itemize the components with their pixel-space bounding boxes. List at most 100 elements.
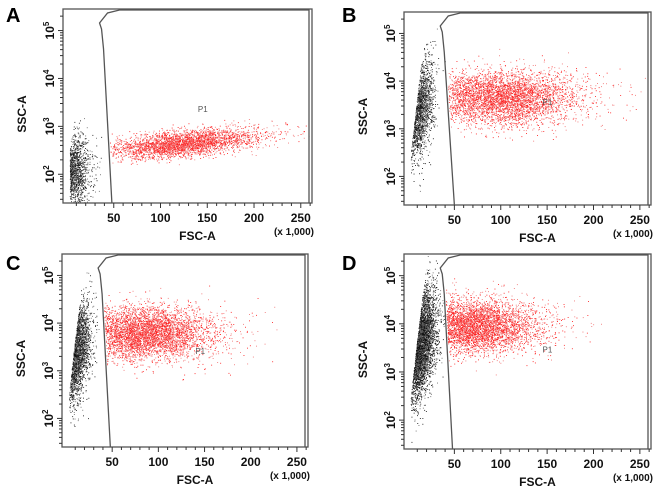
data-point — [218, 142, 219, 144]
data-point — [122, 159, 124, 161]
data-point — [218, 141, 219, 143]
data-point — [191, 149, 193, 151]
data-point — [540, 73, 541, 75]
data-point — [192, 133, 194, 135]
data-point — [516, 109, 517, 111]
data-point — [246, 143, 247, 145]
data-point — [70, 156, 72, 158]
data-point — [208, 147, 210, 149]
data-point — [208, 155, 210, 156]
data-point — [209, 136, 210, 138]
data-point — [187, 147, 189, 149]
data-point — [80, 157, 81, 159]
data-point — [77, 163, 79, 164]
data-point — [181, 145, 182, 147]
data-point — [260, 132, 261, 134]
data-point — [82, 180, 84, 182]
data-point — [151, 143, 153, 145]
data-point — [187, 148, 189, 150]
data-point — [478, 103, 480, 104]
data-point — [225, 141, 227, 143]
data-point — [455, 113, 457, 115]
data-point — [176, 152, 178, 154]
data-point — [76, 151, 78, 153]
data-point — [204, 151, 206, 152]
data-point — [80, 163, 81, 165]
data-point — [235, 140, 237, 142]
data-point — [72, 178, 74, 180]
data-point — [237, 140, 238, 142]
data-point — [184, 152, 186, 154]
data-point — [138, 156, 140, 158]
data-point — [229, 139, 231, 141]
data-point — [262, 133, 264, 135]
data-point — [452, 101, 453, 103]
data-point — [196, 149, 198, 151]
data-point — [82, 181, 84, 183]
data-point — [154, 134, 156, 136]
data-point — [182, 144, 184, 146]
data-point — [83, 157, 85, 159]
data-point — [74, 187, 76, 189]
data-point — [218, 136, 220, 138]
data-point — [135, 150, 137, 152]
data-point — [184, 127, 186, 129]
data-point — [73, 176, 75, 178]
data-point — [161, 143, 162, 145]
data-point — [247, 147, 249, 149]
data-point — [71, 190, 73, 192]
data-point — [211, 137, 212, 139]
data-point — [185, 151, 187, 153]
data-point — [451, 84, 453, 86]
data-point — [163, 152, 165, 153]
data-point — [486, 117, 487, 119]
data-point — [169, 162, 171, 163]
data-point — [78, 156, 80, 157]
data-point — [71, 201, 72, 202]
data-point — [136, 153, 137, 155]
data-point — [77, 194, 78, 195]
data-point — [549, 97, 551, 99]
data-point — [79, 175, 81, 177]
data-point — [264, 132, 266, 134]
data-point — [196, 131, 198, 133]
data-point — [177, 143, 179, 145]
data-point — [166, 153, 168, 155]
data-point — [511, 104, 513, 106]
data-point — [529, 98, 531, 100]
data-point — [77, 199, 79, 201]
data-point — [83, 176, 85, 178]
data-point — [149, 149, 151, 151]
data-point — [485, 97, 486, 99]
data-point — [172, 147, 174, 149]
data-point — [81, 160, 83, 162]
data-point — [164, 149, 166, 150]
data-point — [164, 153, 166, 155]
data-point — [201, 134, 203, 136]
data-point — [144, 143, 146, 145]
data-point — [196, 127, 198, 129]
data-point — [150, 137, 151, 139]
data-point — [76, 177, 78, 178]
data-point — [183, 141, 185, 143]
data-point — [165, 132, 166, 134]
data-point — [189, 140, 191, 142]
data-point — [186, 143, 188, 145]
data-point — [166, 134, 167, 136]
data-point — [525, 79, 526, 81]
data-point — [154, 151, 156, 153]
data-point — [130, 163, 132, 165]
data-point — [258, 126, 259, 128]
data-point — [166, 150, 168, 152]
data-point — [71, 185, 73, 187]
data-point — [78, 179, 80, 181]
data-point — [143, 144, 145, 146]
population-p1 — [448, 48, 646, 142]
data-point — [269, 145, 270, 147]
data-point — [79, 183, 80, 185]
data-point — [80, 171, 81, 173]
data-point — [175, 139, 177, 141]
data-point — [207, 144, 209, 145]
data-point — [185, 151, 186, 153]
